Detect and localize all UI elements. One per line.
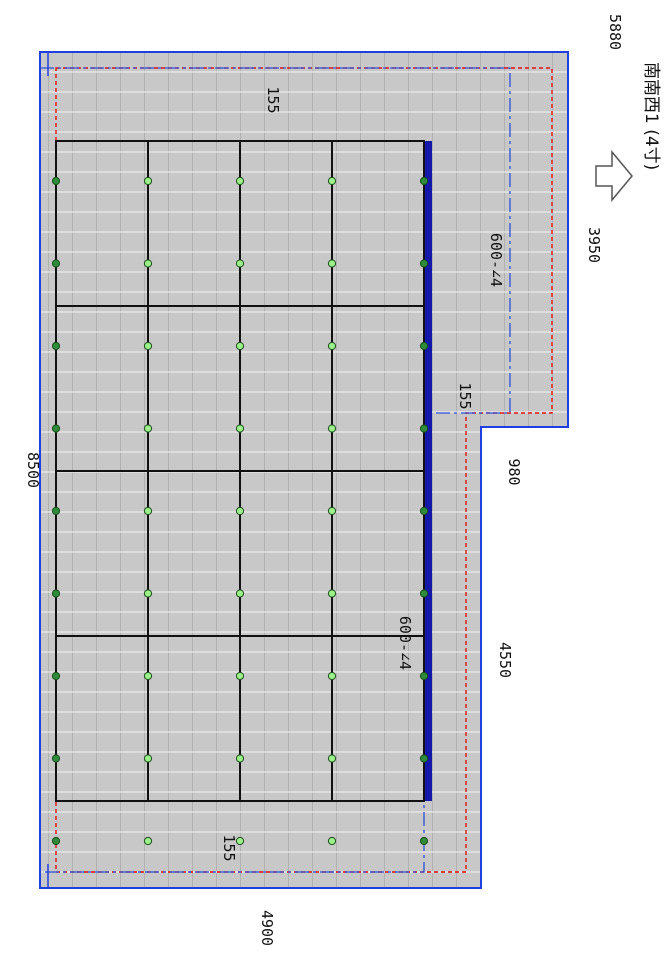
dim-offset-top: 155 [264, 86, 282, 113]
mount-point [235, 754, 245, 763]
mount-points [51, 176, 429, 846]
slope-label-lower: 600-∠4 [396, 616, 414, 670]
dim-bottom: 4900 [258, 910, 276, 946]
mount-point [51, 754, 61, 763]
mount-point [235, 259, 245, 268]
mount-point [51, 176, 61, 186]
mount-point [143, 836, 153, 846]
mount-point [419, 341, 429, 351]
mount-point [143, 176, 153, 186]
mount-point [143, 754, 153, 763]
mount-point [327, 176, 337, 186]
mount-point [51, 836, 61, 846]
mount-point [419, 754, 429, 763]
mount-point [419, 506, 429, 516]
mount-point [235, 341, 245, 351]
mount-point [235, 424, 245, 433]
mount-point [327, 424, 337, 433]
mount-point [419, 259, 429, 268]
mount-point [143, 671, 153, 681]
mount-point [419, 589, 429, 598]
eave-bar [424, 141, 432, 801]
mount-point [51, 259, 61, 268]
mount-point [143, 259, 153, 268]
mount-point [51, 671, 61, 681]
dim-offset-step: 155 [456, 382, 474, 409]
dim-top-right: 5880 [606, 14, 624, 50]
mount-point [143, 341, 153, 351]
mount-point [51, 424, 61, 433]
mount-point [143, 589, 153, 598]
ridge-line [40, 67, 511, 873]
orientation-label: 南南西1 (4寸) [641, 62, 661, 170]
mount-point [327, 259, 337, 268]
mount-point [327, 754, 337, 763]
dim-right-lower: 4550 [496, 642, 514, 678]
mount-point [327, 671, 337, 681]
mount-point [235, 589, 245, 598]
mount-point [51, 506, 61, 516]
mount-point [327, 836, 337, 846]
dim-offset-bottom: 155 [220, 834, 238, 861]
mount-point [419, 671, 429, 681]
mount-point [235, 671, 245, 681]
mount-point [419, 424, 429, 433]
mount-point [419, 176, 429, 186]
slope-label-upper: 600-∠4 [487, 233, 505, 287]
mount-point [51, 589, 61, 598]
dim-right-step: 980 [505, 458, 523, 485]
orientation-arrow-icon [595, 149, 633, 203]
mount-point [235, 506, 245, 516]
mount-point [327, 506, 337, 516]
dim-left-total: 8500 [24, 452, 42, 488]
mount-point [235, 176, 245, 186]
mount-point [327, 341, 337, 351]
solar-panel [331, 635, 425, 802]
solar-panel-array [55, 140, 425, 802]
mount-point [51, 341, 61, 351]
mount-point [143, 506, 153, 516]
dim-right-upper: 3950 [585, 227, 603, 263]
mount-point [143, 424, 153, 433]
mount-point [327, 589, 337, 598]
mount-point [235, 836, 245, 846]
mount-point [419, 836, 429, 846]
